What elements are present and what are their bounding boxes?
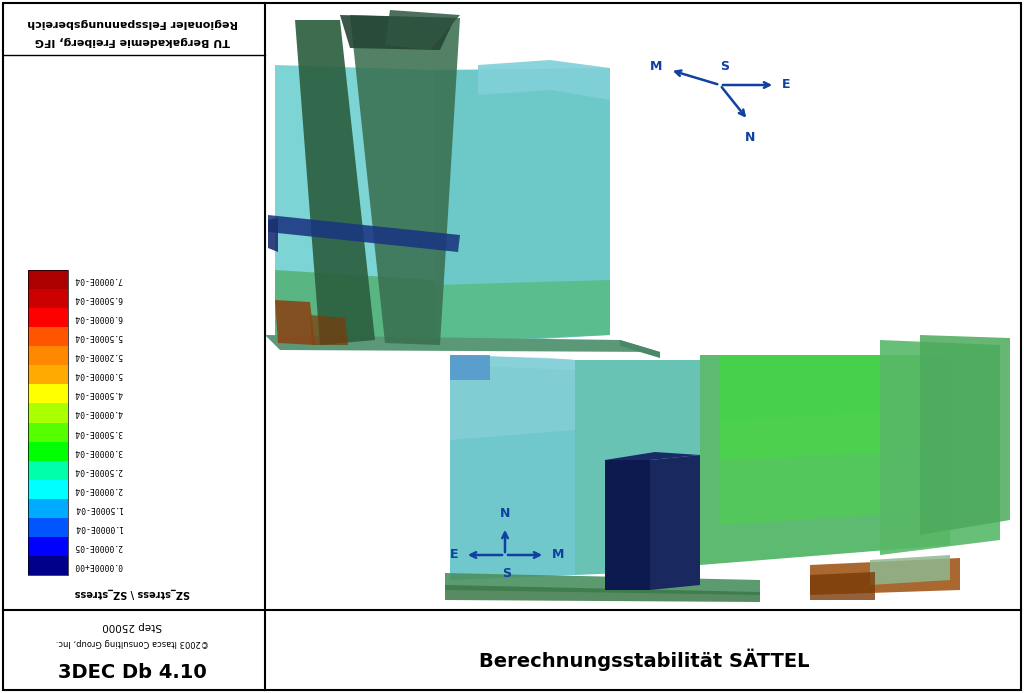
Polygon shape: [385, 10, 460, 50]
Polygon shape: [450, 355, 575, 370]
Text: N: N: [744, 131, 755, 144]
Polygon shape: [810, 558, 961, 595]
Text: 2.0000E-05: 2.0000E-05: [74, 542, 123, 551]
Text: 3.5000E-04: 3.5000E-04: [74, 428, 123, 437]
Bar: [28, 289, 68, 308]
Bar: [28, 480, 68, 499]
Text: 5.0000E-04: 5.0000E-04: [74, 370, 123, 379]
Polygon shape: [268, 218, 278, 252]
Text: SZ_stress \ SZ_stress: SZ_stress \ SZ_stress: [75, 588, 190, 598]
Text: S: S: [721, 60, 729, 73]
Polygon shape: [450, 355, 490, 380]
Text: N: N: [500, 507, 510, 520]
Polygon shape: [478, 60, 610, 100]
Polygon shape: [700, 355, 950, 565]
Polygon shape: [605, 460, 650, 590]
Polygon shape: [450, 355, 575, 440]
Bar: [28, 556, 68, 575]
Bar: [28, 441, 68, 461]
Polygon shape: [435, 280, 610, 342]
Polygon shape: [920, 335, 1010, 535]
Bar: [28, 385, 68, 403]
Text: 3DEC Db 4.10: 3DEC Db 4.10: [58, 663, 207, 681]
Polygon shape: [445, 585, 760, 602]
Polygon shape: [810, 572, 874, 600]
Text: ©2003 Itasca Consulting Group, Inc.: ©2003 Itasca Consulting Group, Inc.: [56, 638, 209, 647]
Text: 6.0000E-04: 6.0000E-04: [74, 313, 123, 322]
Bar: [28, 365, 68, 385]
Text: 1.5000E-04: 1.5000E-04: [74, 504, 123, 513]
Polygon shape: [310, 315, 348, 345]
Polygon shape: [650, 455, 700, 590]
Polygon shape: [350, 15, 460, 345]
Polygon shape: [620, 340, 660, 358]
Polygon shape: [445, 573, 760, 595]
Polygon shape: [340, 15, 455, 50]
Text: M: M: [552, 548, 564, 561]
Bar: [28, 403, 68, 423]
Text: 4.5000E-04: 4.5000E-04: [74, 389, 123, 398]
Polygon shape: [605, 452, 700, 460]
Polygon shape: [870, 555, 950, 585]
Polygon shape: [720, 410, 950, 525]
Bar: [28, 518, 68, 537]
Polygon shape: [275, 65, 435, 345]
Bar: [28, 537, 68, 556]
Text: 3.0000E-04: 3.0000E-04: [74, 446, 123, 455]
Text: 5.5000E-04: 5.5000E-04: [74, 332, 123, 341]
Text: M: M: [649, 60, 662, 73]
Polygon shape: [880, 340, 1000, 555]
Text: TU Bergakademie Freiberg, IFG: TU Bergakademie Freiberg, IFG: [35, 36, 230, 46]
Text: 7.0000E-04: 7.0000E-04: [74, 275, 123, 284]
Text: S: S: [503, 567, 512, 580]
Polygon shape: [275, 270, 435, 345]
Bar: [28, 346, 68, 365]
Text: Step 25000: Step 25000: [102, 621, 163, 631]
Text: 4.0000E-04: 4.0000E-04: [74, 408, 123, 417]
Bar: [28, 308, 68, 327]
Bar: [28, 423, 68, 441]
Text: E: E: [782, 78, 791, 91]
Text: Regionaler Felsspannungsbereich: Regionaler Felsspannungsbereich: [27, 18, 238, 28]
Bar: [28, 327, 68, 346]
Polygon shape: [295, 20, 375, 345]
Text: 2.0000E-04: 2.0000E-04: [74, 484, 123, 493]
Polygon shape: [720, 355, 950, 460]
Text: 6.5000E-04: 6.5000E-04: [74, 294, 123, 303]
Text: E: E: [450, 548, 458, 561]
Polygon shape: [435, 68, 610, 345]
Text: Berechnungsstabilität SÄTTEL: Berechnungsstabilität SÄTTEL: [479, 649, 810, 672]
Bar: [28, 499, 68, 518]
Text: 1.0000E-04: 1.0000E-04: [74, 523, 123, 532]
Text: 0.0000E+00: 0.0000E+00: [74, 561, 123, 570]
Polygon shape: [575, 360, 700, 575]
Bar: [28, 461, 68, 480]
Text: 2.5000E-04: 2.5000E-04: [74, 466, 123, 475]
Polygon shape: [268, 215, 460, 252]
Polygon shape: [450, 355, 575, 580]
Bar: [28, 270, 68, 289]
Bar: [28, 270, 68, 575]
Polygon shape: [265, 335, 660, 352]
Text: 5.2000E-04: 5.2000E-04: [74, 351, 123, 360]
Polygon shape: [275, 300, 315, 345]
